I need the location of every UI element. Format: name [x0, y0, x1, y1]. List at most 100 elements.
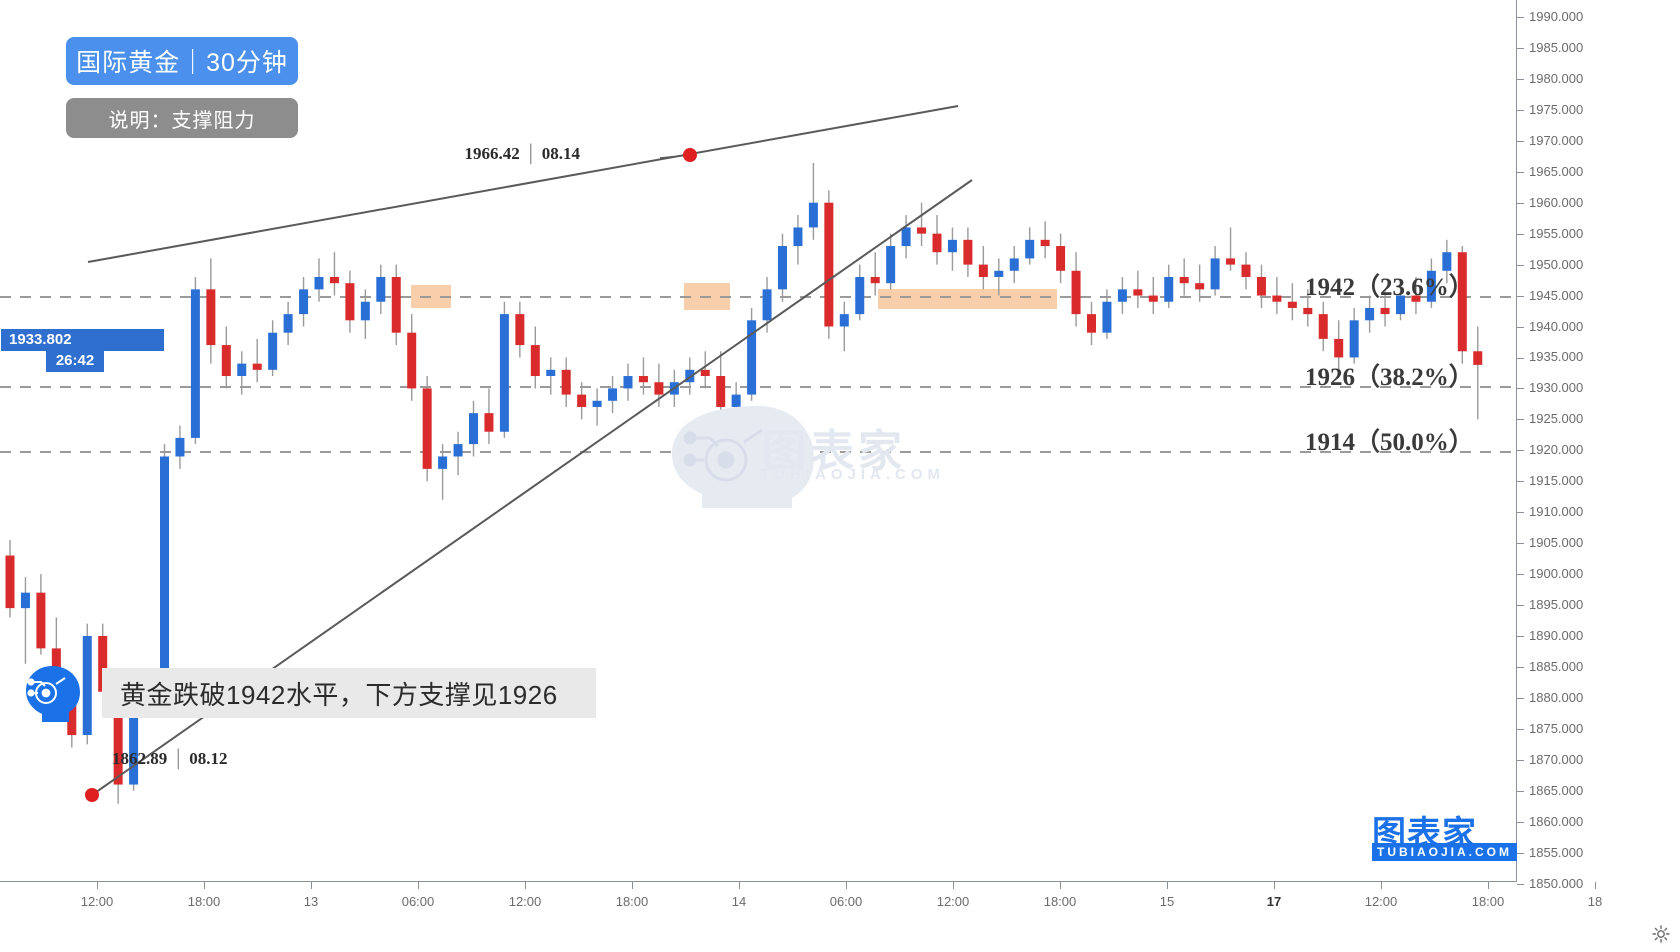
candle-down[interactable]: [422, 388, 432, 469]
candle-down[interactable]: [206, 289, 216, 346]
candle-down[interactable]: [329, 276, 339, 284]
candle-up[interactable]: [886, 246, 896, 284]
candle-down[interactable]: [1303, 307, 1313, 315]
candle-down[interactable]: [345, 283, 355, 321]
candle-down[interactable]: [1473, 351, 1483, 365]
candle-up[interactable]: [376, 276, 386, 302]
candle-down[interactable]: [1133, 289, 1143, 296]
candle-up[interactable]: [994, 270, 1004, 277]
candle-up[interactable]: [469, 413, 478, 445]
candle-down[interactable]: [1195, 283, 1205, 290]
candle-up[interactable]: [499, 314, 509, 432]
candle-down[interactable]: [700, 369, 710, 377]
candle-down[interactable]: [67, 697, 77, 736]
candle-down[interactable]: [654, 382, 664, 395]
candle-down[interactable]: [1334, 338, 1344, 358]
candle-down[interactable]: [1457, 252, 1467, 352]
candle-down[interactable]: [1411, 295, 1421, 302]
candle-up[interactable]: [1210, 258, 1220, 290]
candle-down[interactable]: [1272, 295, 1282, 302]
candle-down[interactable]: [391, 276, 401, 333]
candle-up[interactable]: [1117, 289, 1127, 302]
candle-up[interactable]: [623, 376, 633, 389]
time-axis[interactable]: 12:00 18:00 13 06:00 12:00 18:00 14 06:00 12:00 1…: [0, 881, 1602, 922]
candle-up[interactable]: [839, 314, 849, 327]
candle-down[interactable]: [577, 394, 587, 407]
candle-up[interactable]: [808, 202, 818, 228]
candle-down[interactable]: [561, 369, 571, 395]
candle-up[interactable]: [314, 276, 324, 290]
candle-down[interactable]: [515, 314, 525, 346]
candle-up[interactable]: [762, 289, 772, 321]
candle-up[interactable]: [1349, 320, 1359, 358]
candle-down[interactable]: [932, 233, 942, 253]
candle-down[interactable]: [530, 345, 540, 377]
candle-down[interactable]: [824, 202, 834, 327]
candle-down[interactable]: [1040, 239, 1050, 247]
candle-up[interactable]: [1009, 258, 1019, 271]
candle-down[interactable]: [484, 413, 494, 432]
candle-down[interactable]: [716, 376, 726, 407]
candle-down[interactable]: [1256, 276, 1266, 296]
candle-up[interactable]: [299, 289, 309, 315]
candle-up[interactable]: [778, 246, 787, 290]
support-resistance-zone[interactable]: [878, 289, 1057, 309]
candle-down[interactable]: [113, 691, 123, 785]
candle-down[interactable]: [1087, 314, 1096, 333]
candle-up[interactable]: [1396, 295, 1405, 315]
candle-up[interactable]: [947, 239, 957, 253]
candle-down[interactable]: [917, 227, 927, 234]
candle-up[interactable]: [190, 289, 200, 438]
candle-up[interactable]: [855, 276, 865, 315]
candle-up[interactable]: [1025, 239, 1035, 259]
candle-down[interactable]: [1241, 264, 1251, 277]
description-badge[interactable]: 说明：支撑阻力: [66, 98, 298, 138]
candle-up[interactable]: [82, 636, 92, 736]
candle-up[interactable]: [175, 437, 185, 457]
candle-up[interactable]: [793, 227, 803, 247]
candle-up[interactable]: [20, 592, 30, 609]
price-axis[interactable]: 1990.000 1985.000 1980.000 1975.000 1970.000…: [1516, 0, 1680, 890]
candle-up[interactable]: [268, 332, 278, 370]
candle-down[interactable]: [98, 636, 108, 692]
candle-down[interactable]: [1287, 301, 1297, 308]
candle-down[interactable]: [1179, 276, 1189, 284]
candle-down[interactable]: [1380, 307, 1390, 315]
pivot-low-dot[interactable]: [85, 788, 99, 802]
candle-up[interactable]: [1426, 270, 1436, 302]
candle-up[interactable]: [901, 227, 911, 247]
candle-down[interactable]: [36, 592, 46, 649]
candle-up[interactable]: [283, 314, 293, 333]
candle-up[interactable]: [1442, 252, 1452, 271]
candle-up[interactable]: [608, 388, 618, 401]
candle-up[interactable]: [453, 444, 463, 457]
candle-up[interactable]: [129, 691, 139, 785]
candle-down[interactable]: [1056, 246, 1066, 271]
candle-up[interactable]: [438, 456, 448, 469]
candle-up[interactable]: [592, 400, 602, 407]
candle-down[interactable]: [221, 345, 231, 377]
candle-down[interactable]: [252, 363, 262, 370]
gear-icon[interactable]: [1652, 925, 1670, 943]
candle-up[interactable]: [747, 320, 757, 395]
candle-down[interactable]: [1226, 258, 1236, 265]
candle-up[interactable]: [1164, 276, 1174, 302]
candle-down[interactable]: [1071, 270, 1081, 315]
symbol-timeframe-badge[interactable]: 国际黄金｜30分钟: [66, 37, 298, 85]
candle-up[interactable]: [1102, 301, 1112, 333]
candle-up[interactable]: [237, 363, 247, 377]
candle-up[interactable]: [546, 369, 556, 377]
candle-down[interactable]: [963, 239, 973, 265]
candle-down[interactable]: [407, 332, 417, 389]
candle-up[interactable]: [360, 301, 370, 321]
candle-up[interactable]: [1365, 307, 1375, 321]
candle-up[interactable]: [160, 456, 169, 698]
pivot-high-dot[interactable]: [683, 148, 697, 162]
candle-down[interactable]: [978, 264, 988, 277]
candle-down[interactable]: [1148, 295, 1158, 302]
candle-up[interactable]: [731, 394, 741, 407]
trendline-upper-resistance[interactable]: [87, 105, 959, 263]
candle-down[interactable]: [638, 376, 648, 383]
candle-down[interactable]: [870, 276, 880, 284]
candle-down[interactable]: [5, 555, 15, 609]
